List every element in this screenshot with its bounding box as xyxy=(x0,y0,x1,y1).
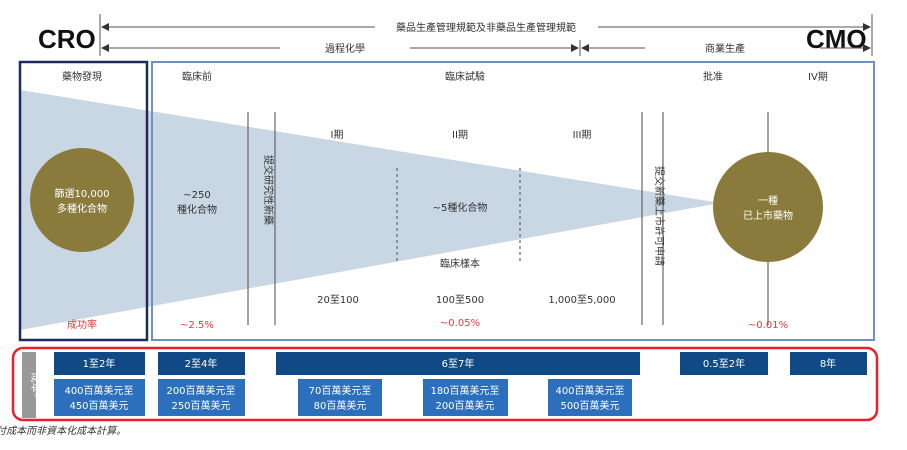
duration-3: 6至7年 xyxy=(442,357,475,370)
cost-label: 成本* xyxy=(29,373,42,398)
process-chem-label: 過程化學 xyxy=(325,42,365,55)
cost-row-frame xyxy=(11,346,879,422)
cro-label: CRO xyxy=(38,24,96,54)
stage-discovery: 藥物發現 xyxy=(62,70,102,83)
approved-circle xyxy=(713,152,823,262)
gmp-span-label: 藥品生產管理規範及非藥品生產管理規範 xyxy=(396,21,576,34)
cost-1-end: 450百萬美元 xyxy=(69,399,128,412)
preclinical-count: ~250 xyxy=(183,190,210,201)
success-preclinical: ~2.5% xyxy=(180,320,214,331)
stage-clinical: 臨床試驗 xyxy=(445,70,485,83)
approved-count: 一種 xyxy=(758,194,778,207)
ind-milestone: 提交研究性新藥 xyxy=(262,155,275,225)
discovery-count: 篩選10,000 xyxy=(55,187,110,200)
preclinical-count-unit: 種化合物 xyxy=(177,203,217,216)
duration-boxes xyxy=(54,352,867,375)
discovery-count-unit: 多種化合物 xyxy=(57,202,107,215)
samples-phase-2: 100至500 xyxy=(436,294,484,306)
duration-2: 2至4年 xyxy=(185,357,218,370)
cost-5-end: 500百萬美元 xyxy=(560,399,619,412)
phase-2: II期 xyxy=(452,129,468,141)
discovery-circle xyxy=(30,148,134,252)
success-approval: ~0.01% xyxy=(748,320,788,331)
approved-count-unit: 已上市藥物 xyxy=(743,209,793,222)
cost-label-bg xyxy=(22,352,36,418)
main-box xyxy=(151,61,875,341)
funnel xyxy=(20,90,720,330)
samples-phase-1: 20至100 xyxy=(317,294,359,306)
duration-1: 1至2年 xyxy=(83,357,116,370)
clinical-samples-label: 臨床樣本 xyxy=(440,257,480,270)
clinical-count: ~5種化合物 xyxy=(433,201,488,214)
commercial-label: 商業生產 xyxy=(705,42,745,55)
nda-milestone: 提交新藥上市許可申請 xyxy=(653,166,666,266)
phase-3: III期 xyxy=(573,129,592,141)
stage-dividers xyxy=(247,112,769,325)
samples-phase-3: 1,000至5,000 xyxy=(548,294,615,306)
duration-5: 8年 xyxy=(820,357,836,370)
stage-phase4: IV期 xyxy=(808,71,828,83)
cost-boxes xyxy=(54,379,632,416)
footnote: * 成本乃按實際支付成本而非資本化成本計算。 xyxy=(0,425,126,437)
cost-3: 70百萬美元至 xyxy=(309,384,372,397)
phase-1: I期 xyxy=(331,129,344,141)
cro-box xyxy=(18,60,149,342)
stage-preclinical: 臨床前 xyxy=(182,70,212,83)
cost-4-end: 200百萬美元 xyxy=(435,399,494,412)
stage-approval: 批准 xyxy=(703,70,723,83)
cost-3-end: 80百萬美元 xyxy=(314,399,367,412)
cmo-label: CMO xyxy=(806,24,867,54)
success-rate-label: 成功率 xyxy=(67,318,97,331)
duration-4: 0.5至2年 xyxy=(703,357,745,370)
success-clinical: ~0.05% xyxy=(440,318,480,329)
cost-2-end: 250百萬美元 xyxy=(171,399,230,412)
cost-2: 200百萬美元至 xyxy=(166,384,235,397)
cost-1: 400百萬美元至 xyxy=(64,384,133,397)
span-lines xyxy=(99,14,873,56)
cost-4: 180百萬美元至 xyxy=(430,384,499,397)
cost-5: 400百萬美元至 xyxy=(555,384,624,397)
